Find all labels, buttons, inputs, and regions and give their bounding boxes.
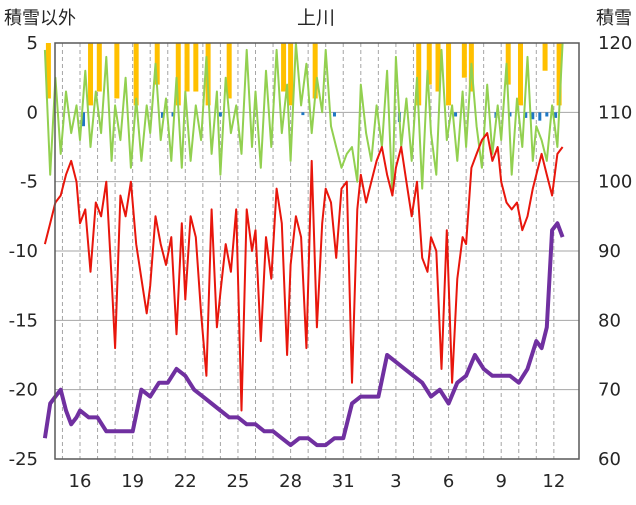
sunshine-bar bbox=[281, 43, 287, 92]
right-tick-label: 90 bbox=[598, 241, 621, 262]
wind-series-line bbox=[43, 42, 564, 197]
sunshine-bar bbox=[542, 43, 548, 71]
precipitation-bar bbox=[524, 112, 528, 118]
sunshine-bar bbox=[312, 43, 318, 99]
sunshine-bar bbox=[154, 43, 160, 85]
x-tick-label: 6 bbox=[443, 471, 454, 492]
right-tick-label: 120 bbox=[598, 33, 632, 54]
right-tick-label: 60 bbox=[598, 449, 621, 470]
precipitation-bar bbox=[332, 112, 336, 117]
left-tick-label: -20 bbox=[9, 380, 38, 401]
x-tick-label: 16 bbox=[69, 471, 92, 492]
sunshine-bar bbox=[288, 43, 294, 106]
snow-depth-series-line bbox=[42, 221, 565, 448]
x-tick-label: 12 bbox=[542, 471, 565, 492]
precipitation-bar bbox=[554, 112, 558, 118]
precipitation-bar bbox=[218, 112, 222, 117]
left-tick-label: -10 bbox=[9, 241, 38, 262]
sunshine-bar bbox=[556, 43, 562, 106]
right-tick-label: 110 bbox=[598, 102, 632, 123]
sunshine-bar bbox=[435, 43, 441, 92]
temperature-series-line bbox=[43, 132, 564, 412]
precipitation-bar bbox=[160, 112, 164, 118]
x-tick-label: 25 bbox=[226, 471, 249, 492]
left-tick-label: -5 bbox=[20, 172, 38, 193]
precipitation-bar bbox=[171, 112, 175, 117]
sunshine-bar bbox=[505, 43, 511, 85]
left-tick-label: 5 bbox=[27, 33, 38, 54]
left-tick-label: -25 bbox=[9, 449, 38, 470]
x-tick-label: 9 bbox=[495, 471, 506, 492]
sunshine-bar bbox=[96, 43, 102, 92]
sunshine-bar bbox=[114, 43, 120, 99]
line-layer bbox=[42, 42, 565, 448]
x-tick-label: 31 bbox=[332, 471, 355, 492]
sunshine-bar bbox=[175, 43, 181, 106]
x-tick-label: 3 bbox=[390, 471, 401, 492]
left-tick-label: -15 bbox=[9, 310, 38, 331]
sunshine-bar bbox=[446, 43, 452, 106]
sunshine-bar bbox=[45, 43, 51, 99]
sunshine-bar bbox=[193, 43, 199, 92]
precipitation-bar bbox=[531, 112, 535, 120]
axis-layer bbox=[54, 42, 580, 460]
sunshine-bar bbox=[133, 43, 139, 106]
sunshine-bar bbox=[461, 43, 467, 78]
precipitation-bar bbox=[82, 112, 86, 127]
precipitation-bar bbox=[538, 112, 542, 121]
x-tick-label: 28 bbox=[279, 471, 302, 492]
tick-layer: 5 0 -5 -10 -15 -20 -25 120 110 100 90 80 70 60 16 19 22 2… bbox=[9, 33, 633, 492]
x-tick-label: 19 bbox=[121, 471, 144, 492]
chart-title: 上川 bbox=[297, 7, 335, 29]
right-tick-label: 70 bbox=[598, 380, 621, 401]
right-tick-label: 100 bbox=[598, 172, 632, 193]
left-tick-label: 0 bbox=[27, 102, 38, 123]
sunshine-bar bbox=[226, 43, 232, 99]
sunshine-bar bbox=[184, 43, 190, 92]
precipitation-bar bbox=[508, 112, 512, 117]
sunshine-bar bbox=[426, 43, 432, 85]
right-tick-label: 80 bbox=[598, 310, 621, 331]
left-axis-label: 積雪以外 bbox=[4, 8, 76, 29]
x-tick-label: 22 bbox=[174, 471, 197, 492]
precipitation-bar bbox=[454, 112, 458, 117]
sunshine-bar bbox=[518, 43, 524, 106]
sunshine-bar bbox=[416, 43, 422, 106]
precipitation-bar bbox=[301, 112, 305, 116]
right-axis-label: 積雪 bbox=[596, 8, 632, 29]
precipitation-bar bbox=[545, 112, 549, 117]
sunshine-bar bbox=[88, 43, 94, 106]
plot-frame bbox=[54, 42, 580, 460]
